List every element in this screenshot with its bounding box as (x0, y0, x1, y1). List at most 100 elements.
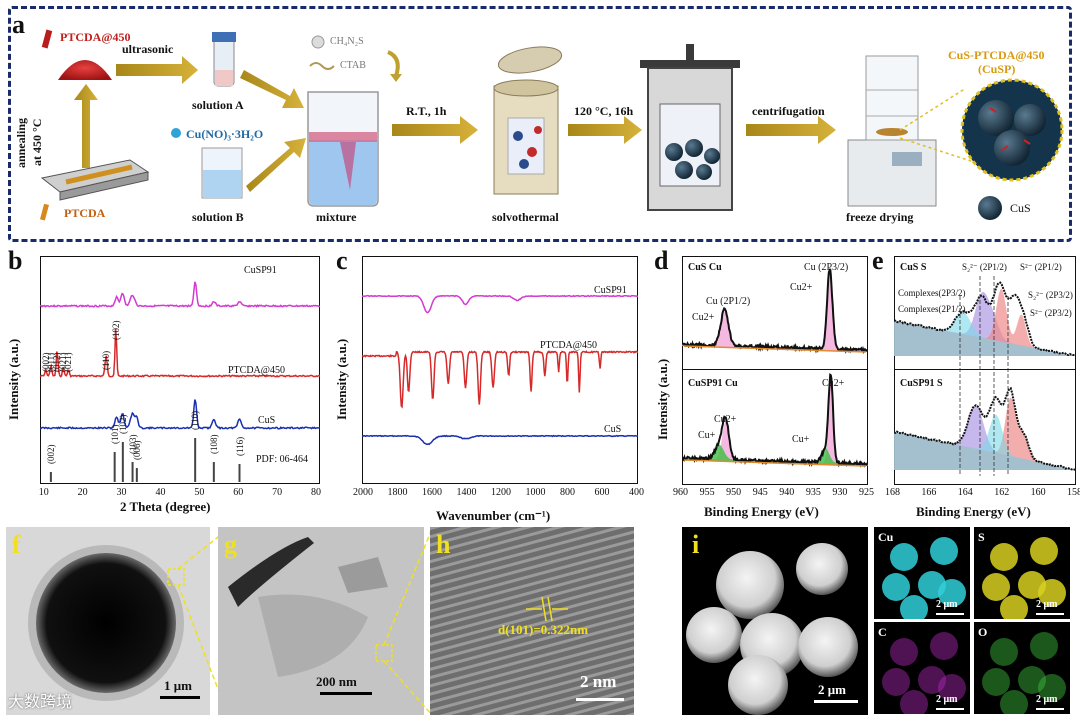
x-tick-label: 1400 (456, 487, 477, 498)
xps-cu-top-label-2: Cu2+ (692, 312, 715, 323)
pdf-peak-label: (108) (208, 434, 219, 455)
x-tick-label: 940 (779, 487, 795, 498)
eds-scale-bar (1036, 613, 1064, 615)
label-temperature: 120 °C, 16h (574, 104, 634, 118)
x-tick-label: 1200 (491, 487, 511, 498)
xrd-plot-frame (40, 256, 320, 484)
scale-label-f: 1 μm (164, 678, 192, 693)
label-centrifugation: centrifugation (752, 104, 825, 118)
x-tick-label: 950 (726, 487, 742, 498)
x-tick-label: 2000 (353, 487, 373, 498)
xrd-ptcda450-line (40, 328, 320, 378)
x-tick-label: 30 (116, 487, 127, 498)
x-tick-label: 400 (629, 487, 644, 498)
x-tick-label: 70 (272, 487, 283, 498)
xps-s-top-line (894, 281, 1076, 357)
xrd-series-label-cusp91: CuSP91 (244, 265, 277, 276)
panel-h-letter: h (436, 530, 451, 559)
pdf-peak-label: (110) (190, 410, 201, 430)
label-ptcda: PTCDA (64, 206, 106, 220)
scale-bar-i (814, 700, 858, 703)
pdf-peak-label: (006) (131, 440, 142, 461)
label-at450: at 450 °C (30, 118, 44, 166)
xps-cu-top-label-1: Cu (2P1/2) (706, 296, 751, 307)
xrd-pdf-sticks (49, 438, 241, 482)
xps-cu-bottom-line (682, 373, 868, 468)
xps-cu-top-label-3: Cu (2P3/2) (804, 262, 849, 273)
ftir-plot (362, 294, 638, 446)
xps-s-top-label-6: S²⁻ (2P3/2) (1030, 308, 1072, 318)
x-tick-label: 600 (594, 487, 610, 498)
panel-e-letter: e (872, 246, 884, 275)
scale-label-i: 2 μm (818, 682, 846, 697)
eds-map-o (974, 622, 1070, 714)
xps-s-top-label-3: Complexes(2P3/2) (898, 288, 966, 298)
scale-label-h: 2 nm (580, 672, 617, 691)
ptcda450-rod (41, 29, 53, 49)
x-tick-label: 935 (805, 487, 821, 498)
pdf-peak-label: (116) (234, 436, 245, 456)
tem-image-f (6, 527, 210, 715)
xps-s-top-title: CuS S (900, 262, 927, 273)
xps-s-top-label-4: Complexes(2P1/2) (898, 304, 966, 314)
xps-s-plot (894, 276, 1076, 476)
xps-cu-bottom-label-3: Cu+ (792, 434, 810, 445)
x-tick-label: 20 (77, 487, 88, 498)
xps-cu-top-title: CuS Cu (688, 262, 722, 273)
label-ultrasonic: ultrasonic (122, 42, 174, 56)
x-tick-label: 50 (194, 487, 205, 498)
eds-scale-label: 2 μm (936, 694, 958, 705)
label-ptcda450: PTCDA@450 (60, 30, 131, 44)
label-cu-salt: Cu(NO)₃·3H₂O (186, 127, 264, 141)
xps-cu-x-axis-title: Binding Energy (eV) (704, 504, 819, 519)
ftir-ptcda450-line (362, 349, 638, 409)
xrd-plot (40, 281, 320, 482)
ftir-plot-frame (362, 256, 638, 484)
x-tick-label: 164 (957, 487, 973, 498)
xps-cu-top-label-4: Cu2+ (790, 282, 813, 293)
panel-f-letter: f (12, 530, 21, 559)
label-solution-b: solution B (192, 210, 244, 224)
label-mixture: mixture (316, 210, 357, 224)
x-tick-label: 1600 (422, 487, 442, 498)
schematic-frame (8, 6, 1072, 242)
x-tick-label: 158 (1067, 487, 1080, 498)
pdf-peak-label: (102) (117, 414, 128, 435)
x-tick-label: 166 (921, 487, 937, 498)
label-rt: R.T., 1h (406, 104, 447, 118)
panel-d-letter: d (654, 246, 669, 275)
panel-a-letter: a (12, 10, 25, 39)
xrd-x-axis-title: 2 Theta (degree) (120, 499, 211, 514)
zoom-lines-gh (383, 528, 433, 716)
xps-cu-y-axis-title: Intensity (a.u.) (655, 358, 670, 440)
x-tick-label: 1800 (387, 487, 408, 498)
xps-cu-bottom-title: CuSP91 Cu (688, 378, 738, 389)
x-tick-label: 800 (560, 487, 575, 498)
xps-cu-bottom-label-4: Cu2+ (822, 378, 845, 389)
eds-scale-label: 2 μm (1036, 694, 1058, 705)
eds-scale-label: 2 μm (1036, 599, 1058, 610)
annealing-arrow (74, 84, 98, 168)
xps-cu-plot (682, 268, 868, 468)
xps-cu-top-line (682, 268, 868, 354)
label-solvothermal: solvothermal (492, 210, 559, 224)
xrd-series-label-cus: CuS (258, 415, 276, 426)
ftir-cus-line (362, 434, 638, 446)
x-tick-label: 955 (699, 487, 715, 498)
ptcda-peak-label: (102) (110, 320, 121, 341)
pdf-peak-label: (002) (45, 444, 56, 465)
x-tick-label: 162 (994, 487, 1010, 498)
eds-map-c (874, 622, 970, 714)
eds-element-label: C (878, 625, 887, 639)
x-tick-label: 930 (832, 487, 848, 498)
xrd-cus-line (40, 399, 320, 430)
x-tick-label: 1000 (525, 487, 546, 498)
ftir-series-label-cus: CuS (604, 424, 622, 435)
x-tick-label: 60 (233, 487, 244, 498)
label-annealing: annealing (14, 117, 28, 168)
panel-i-letter: i (692, 530, 700, 559)
label-freeze-drying: freeze drying (846, 210, 914, 224)
watermark: 大数跨境 (8, 692, 73, 711)
label-ctab: CTAB (340, 60, 366, 71)
xps-cu-bottom-label-1: Cu+ (698, 430, 716, 441)
